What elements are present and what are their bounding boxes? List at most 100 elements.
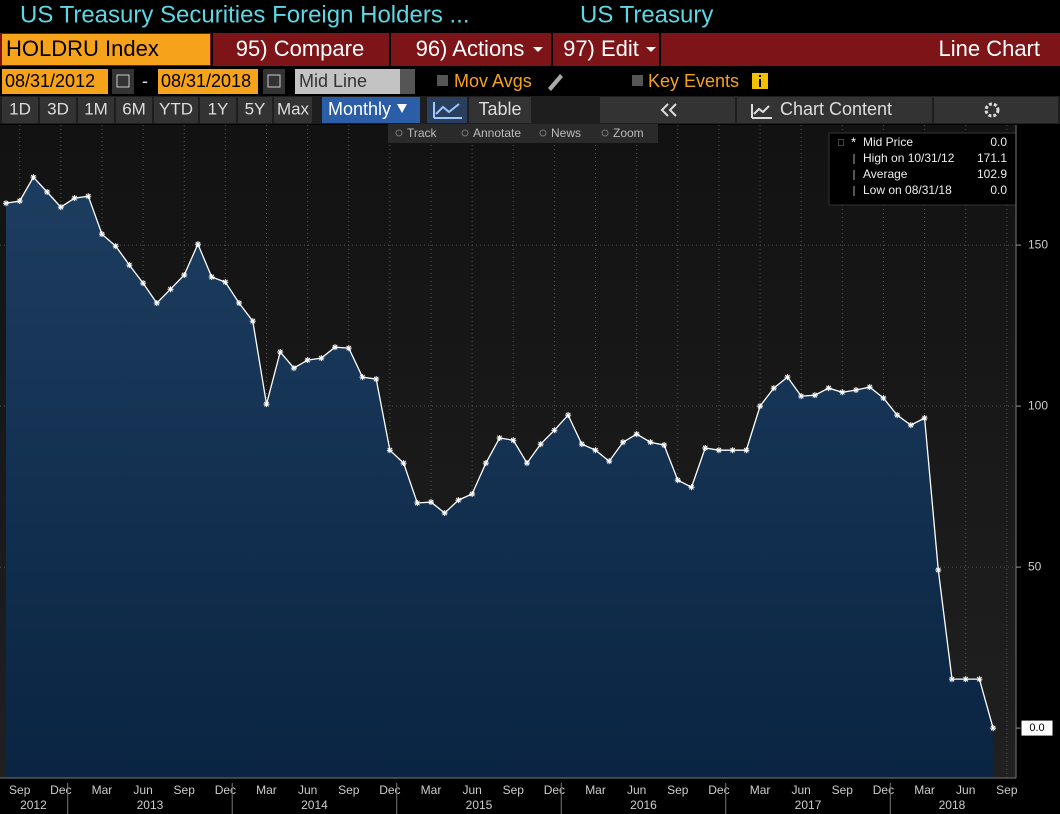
calendar-icon xyxy=(116,74,130,88)
subtitle: US Treasury xyxy=(580,1,713,28)
end-date[interactable]: 08/31/2018 xyxy=(161,71,251,91)
marker xyxy=(482,460,489,467)
period-label[interactable]: 5Y xyxy=(245,99,266,118)
marker xyxy=(414,500,421,507)
marker xyxy=(688,484,695,491)
x-year-label: 2018 xyxy=(939,798,966,812)
marker xyxy=(715,447,722,454)
start-date[interactable]: 08/31/2012 xyxy=(5,71,95,91)
marker xyxy=(551,427,558,434)
marker xyxy=(386,447,393,454)
marker xyxy=(400,460,407,467)
y-tick-label: 50 xyxy=(1028,559,1042,573)
marker xyxy=(647,439,654,446)
checkbox[interactable] xyxy=(437,75,448,86)
period-button[interactable] xyxy=(238,97,272,123)
end-date-field[interactable] xyxy=(158,69,258,94)
x-tick-label: Jun xyxy=(956,783,975,797)
dropdown-button[interactable] xyxy=(400,69,415,94)
mode-dropdown[interactable] xyxy=(295,69,400,94)
marker xyxy=(71,195,78,202)
y-tick-label: 150 xyxy=(1028,237,1048,251)
chart-content-label[interactable]: Chart Content xyxy=(780,99,892,119)
marker xyxy=(469,491,476,498)
period-label[interactable]: YTD xyxy=(159,99,193,118)
legend-icon: □ xyxy=(838,138,844,149)
option-label[interactable]: Key Events xyxy=(648,71,739,91)
period-button[interactable] xyxy=(274,97,312,123)
checkbox[interactable] xyxy=(632,75,643,86)
period-button[interactable] xyxy=(40,97,76,123)
ticker-field[interactable] xyxy=(2,34,210,65)
x-tick-label: Mar xyxy=(421,783,442,797)
x-tick-label: Dec xyxy=(544,783,565,797)
marker xyxy=(743,447,750,454)
period-button[interactable] xyxy=(200,97,236,123)
dropdown-arrow xyxy=(397,104,407,113)
tool-label[interactable]: Track xyxy=(407,126,438,140)
calendar-button[interactable] xyxy=(263,69,285,94)
period-label[interactable]: 3D xyxy=(47,99,69,118)
tool-icon xyxy=(461,129,469,137)
marker xyxy=(249,318,256,325)
period-button[interactable] xyxy=(78,97,114,123)
marker xyxy=(565,412,572,419)
x-tick-label: Jun xyxy=(462,783,481,797)
frequency[interactable]: Monthly xyxy=(328,99,391,119)
period-button[interactable] xyxy=(116,97,152,123)
tool-label[interactable]: News xyxy=(551,126,581,140)
legend-stat-label: Average xyxy=(863,167,908,181)
marker xyxy=(880,395,887,402)
tool-label[interactable]: Annotate xyxy=(473,126,521,140)
legend-stat-value: 0.0 xyxy=(990,183,1007,197)
collapse-button[interactable] xyxy=(600,97,735,123)
period-label[interactable]: 6M xyxy=(122,99,146,118)
period-button[interactable] xyxy=(2,97,38,123)
period-button[interactable] xyxy=(154,97,198,123)
legend xyxy=(828,132,1017,206)
legend-stat-label: Low on 08/31/18 xyxy=(863,183,952,197)
pencil-icon[interactable] xyxy=(548,74,563,91)
x-tick-label: Mar xyxy=(92,783,113,797)
x-year-label: 2012 xyxy=(20,798,47,812)
marker xyxy=(976,676,983,683)
period-label[interactable]: 1D xyxy=(9,99,31,118)
calendar-icon xyxy=(267,74,281,88)
menu-item[interactable]: 96) Actions xyxy=(416,36,525,61)
marker xyxy=(935,566,942,573)
option-label[interactable]: Mov Avgs xyxy=(454,71,532,91)
marker xyxy=(729,447,736,454)
period-label[interactable]: 1Y xyxy=(208,99,229,118)
x-tick-label: Sep xyxy=(174,783,196,797)
ticker[interactable]: HOLDRU Index xyxy=(6,36,159,61)
start-date-field[interactable] xyxy=(2,69,108,94)
marker xyxy=(619,439,626,446)
settings-button[interactable] xyxy=(934,97,1058,123)
marker xyxy=(674,477,681,484)
period-label[interactable]: 1M xyxy=(84,99,108,118)
marker xyxy=(853,387,860,393)
menu-item[interactable]: 97) Edit xyxy=(563,36,639,61)
marker xyxy=(990,725,997,732)
legend-series-latest: 0.0 xyxy=(990,135,1007,149)
table-label[interactable]: Table xyxy=(478,99,521,119)
menu-item[interactable]: 95) Compare xyxy=(236,36,364,61)
dropdown-arrow xyxy=(533,47,543,52)
tool-label[interactable]: Zoom xyxy=(613,126,644,140)
marker xyxy=(757,403,764,410)
marker xyxy=(167,286,174,293)
marker xyxy=(537,441,544,448)
legend-series-name: Mid Price xyxy=(863,135,913,149)
mode[interactable]: Mid Line xyxy=(299,71,367,91)
table-button[interactable] xyxy=(469,97,531,123)
period-label[interactable]: Max xyxy=(277,99,310,118)
marker xyxy=(290,365,297,372)
chart-icon xyxy=(433,102,462,119)
x-tick-label: Sep xyxy=(832,783,854,797)
calendar-button[interactable] xyxy=(112,69,134,94)
x-tick-label: Mar xyxy=(914,783,935,797)
x-tick-label: Dec xyxy=(873,783,894,797)
marker xyxy=(907,422,914,429)
marker xyxy=(661,442,668,449)
marker xyxy=(523,460,530,467)
